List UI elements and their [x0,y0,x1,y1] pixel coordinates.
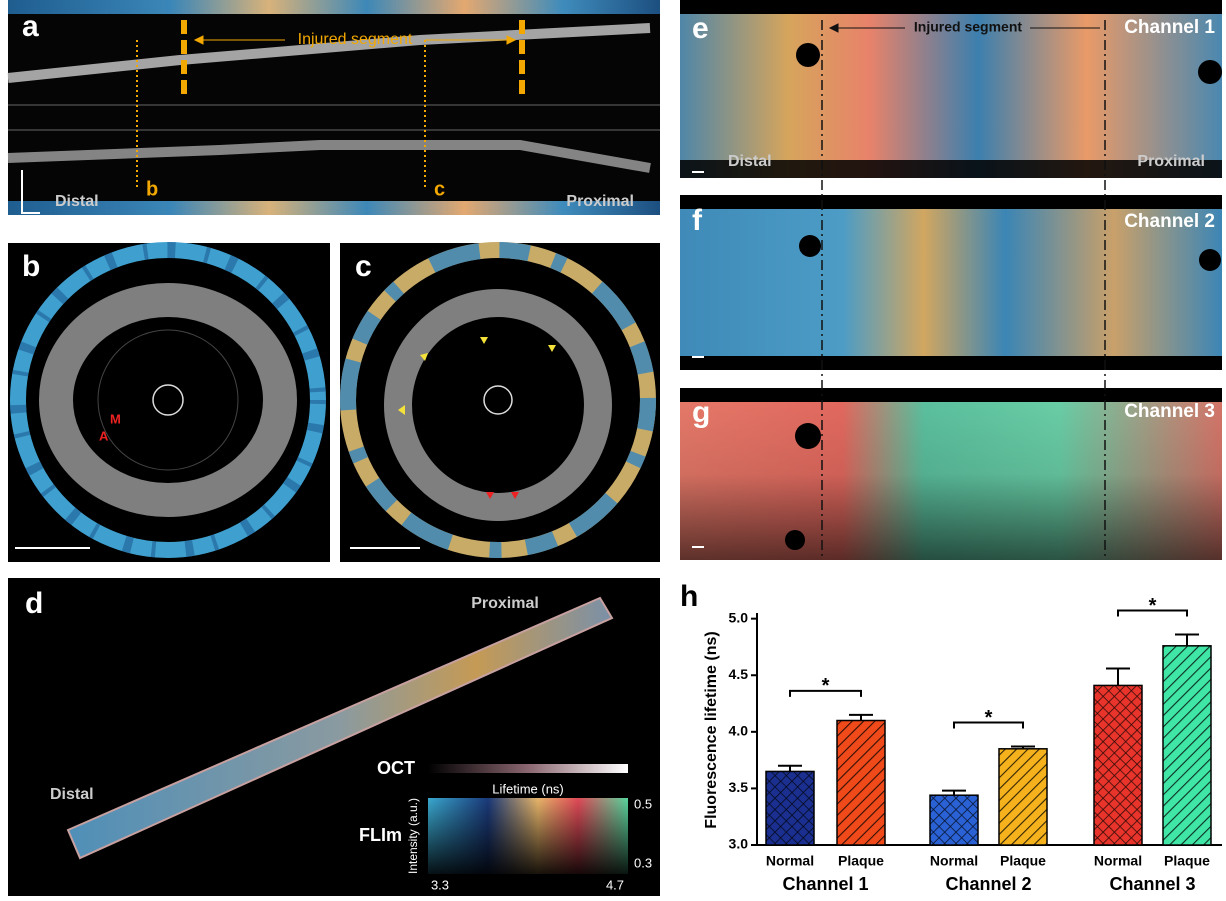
annotation: b [146,178,158,200]
channel-label: Channel 3 [1124,401,1215,422]
panel-label: b [22,250,40,283]
panel-c: c [340,243,660,562]
panel-e: e Injured segment Channel 1 Distal Proxi… [680,0,1222,178]
x-tick-label: Plaque [838,853,884,869]
bar-hatch [1094,685,1142,845]
annotation: Distal [50,786,94,803]
y-tick-label: 4.5 [729,666,749,682]
x-tick-label: Plaque [1000,853,1046,869]
y-tick-label: 3.0 [729,836,749,852]
annotation: Injured segment [298,31,413,48]
annotation: Proximal [1137,153,1205,170]
panel-h: h Fluorescence lifetime (ns) 3.0 3.5 4.0 4.… [680,580,1222,894]
annotation: M [110,411,121,426]
y-tick-label: 3.5 [729,779,749,795]
legend-tick: 0.5 [634,796,652,811]
y-tick-label: 5.0 [729,609,749,625]
group-label: Channel 3 [1109,874,1195,894]
x-tick-label: Normal [1094,853,1142,869]
x-tick-label: Normal [766,853,814,869]
bar-hatch [766,771,814,845]
panel-d: d Proximal Distal OCT Lifetime (ns) FLIm… [8,578,660,896]
legend-label: Lifetime (ns) [492,781,564,796]
bar-hatch [1163,646,1211,845]
legend-tick: 0.3 [634,855,652,870]
figure: a Injured segment b c Distal Proximal b … [0,0,1226,896]
significance-label: * [985,707,993,729]
panel-g: g Channel 3 [680,388,1222,560]
panel-label: a [22,10,39,43]
panel-b: b M A [8,243,330,562]
y-tick-label: 4.0 [729,723,749,739]
panel-f: f Channel 2 [680,195,1222,370]
annotation: Distal [55,193,99,210]
annotation: Distal [728,153,772,170]
legend-label: Intensity (a.u.) [406,798,420,874]
x-tick-label: Plaque [1164,853,1210,869]
panel-label: e [692,12,709,45]
legend-label: OCT [377,758,415,778]
panel-label: g [692,396,710,429]
panel-label: c [355,250,372,283]
error-bar [778,766,802,772]
error-bar [1106,668,1130,685]
bar-hatch [930,795,978,845]
x-tick-label: Normal [930,853,978,869]
significance-label: * [1149,595,1157,617]
channel-label: Channel 2 [1124,211,1215,232]
legend-label: FLIm [359,825,402,845]
group-label: Channel 1 [782,874,868,894]
annotation: c [434,178,445,200]
channel-label: Channel 1 [1124,17,1215,38]
y-axis-title: Fluorescence lifetime (ns) [703,631,720,828]
bar-hatch [999,749,1047,845]
error-bar [849,715,873,721]
panel-a: a Injured segment b c Distal Proximal [8,0,660,215]
annotation: Injured segment [914,19,1022,35]
legend-tick: 3.3 [431,877,449,892]
legend-tick: 4.7 [606,877,624,892]
panel-label: d [25,587,43,620]
annotation: Proximal [471,595,539,612]
bar-hatch [837,721,885,845]
annotation: A [99,428,109,443]
error-bar [1175,635,1199,646]
panel-label: f [692,204,703,237]
panel-label: h [680,580,698,613]
group-label: Channel 2 [945,874,1031,894]
significance-label: * [822,675,830,697]
annotation: Proximal [566,193,634,210]
